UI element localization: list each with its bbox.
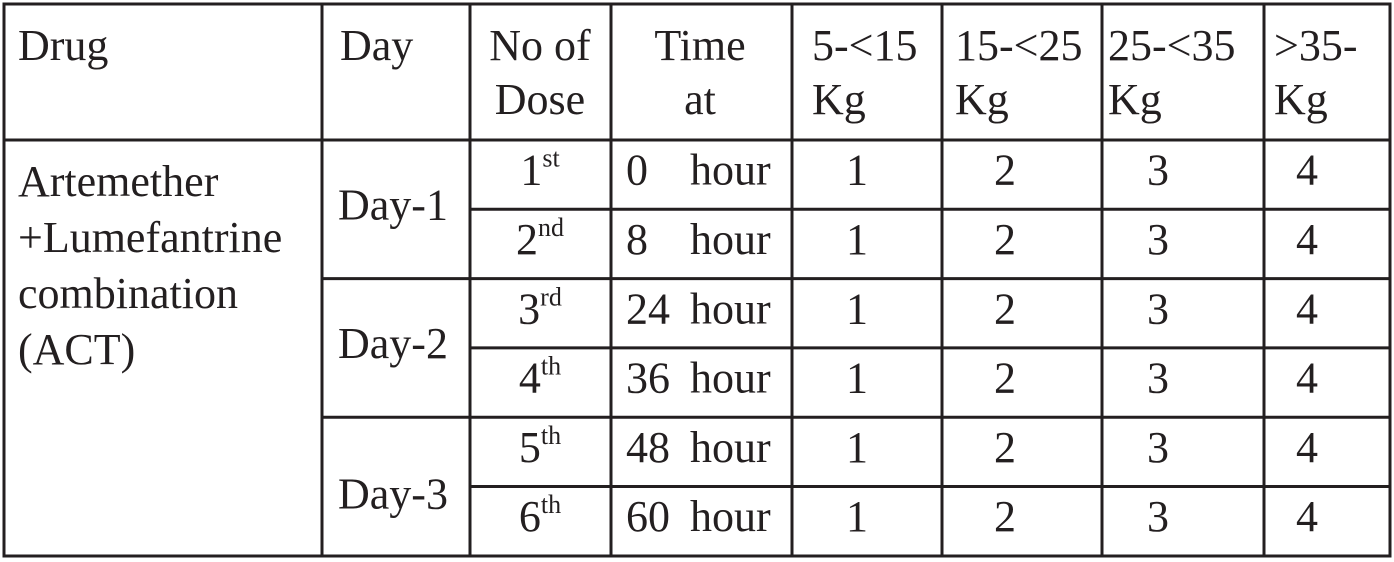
header-cell: Day xyxy=(340,21,413,70)
day-label: Day-2 xyxy=(338,319,448,368)
tablet-count: 4 xyxy=(1296,284,1318,333)
header-cell: 5-<15 xyxy=(812,21,917,70)
dose-number: 2 xyxy=(516,215,538,264)
tablet-count: 1 xyxy=(846,284,868,333)
time-value: 24 xyxy=(626,284,670,333)
tablet-count: 1 xyxy=(846,215,868,264)
tablet-count: 3 xyxy=(1147,284,1169,333)
header-cell: 15-<25 xyxy=(955,21,1082,70)
header-cell: >35- xyxy=(1274,21,1357,70)
tablet-count: 2 xyxy=(994,215,1016,264)
tablet-count: 2 xyxy=(994,284,1016,333)
time-value: 8 xyxy=(626,215,648,264)
dose-ordinal: 2nd xyxy=(516,213,564,264)
dose-suffix: nd xyxy=(538,213,564,242)
tablet-count: 2 xyxy=(994,423,1016,472)
dose-number: 6 xyxy=(519,492,541,541)
drug-name: +Lumefantrine xyxy=(18,213,282,262)
time-unit: hour xyxy=(690,284,771,333)
header-cell: at xyxy=(684,75,716,124)
tablet-count: 3 xyxy=(1147,215,1169,264)
tablet-count: 4 xyxy=(1296,146,1318,195)
dose-number: 1 xyxy=(520,146,542,195)
time-unit: hour xyxy=(690,354,771,403)
drug-name: Artemether xyxy=(18,157,219,206)
header-cell: Kg xyxy=(955,75,1009,124)
time-unit: hour xyxy=(690,146,771,195)
dose-ordinal: 5th xyxy=(519,421,561,472)
drug-name: combination xyxy=(18,269,238,318)
day-label: Day-3 xyxy=(338,470,448,519)
day-label: Day-1 xyxy=(338,180,448,229)
tablet-count: 3 xyxy=(1147,146,1169,195)
header-cell: Kg xyxy=(812,75,866,124)
tablet-count: 1 xyxy=(846,492,868,541)
time-value: 36 xyxy=(626,354,670,403)
tablet-count: 4 xyxy=(1296,215,1318,264)
tablet-count: 4 xyxy=(1296,423,1318,472)
drug-name: (ACT) xyxy=(18,325,135,374)
tablet-count: 3 xyxy=(1147,423,1169,472)
time-unit: hour xyxy=(690,215,771,264)
header-cell: Drug xyxy=(18,21,108,70)
dose-suffix: st xyxy=(542,144,560,173)
dose-suffix: rd xyxy=(540,282,562,311)
tablet-count: 3 xyxy=(1147,354,1169,403)
time-unit: hour xyxy=(690,492,771,541)
tablet-count: 1 xyxy=(846,146,868,195)
header-cell: 25-<35 xyxy=(1108,21,1235,70)
header-cell: No of xyxy=(489,21,591,70)
tablet-count: 3 xyxy=(1147,492,1169,541)
tablet-count: 4 xyxy=(1296,354,1318,403)
dose-suffix: th xyxy=(541,421,561,450)
tablet-count: 2 xyxy=(994,492,1016,541)
dose-ordinal: 1st xyxy=(520,144,560,195)
tablet-count: 2 xyxy=(994,146,1016,195)
dose-suffix: th xyxy=(541,490,561,519)
header-cell: Time xyxy=(654,21,745,70)
tablet-count: 1 xyxy=(846,354,868,403)
dose-number: 5 xyxy=(519,423,541,472)
dose-ordinal: 6th xyxy=(519,490,561,541)
time-unit: hour xyxy=(690,423,771,472)
header-cell: Dose xyxy=(495,75,585,124)
tablet-count: 4 xyxy=(1296,492,1318,541)
dose-number: 3 xyxy=(518,284,540,333)
header-cell: Kg xyxy=(1108,75,1162,124)
time-value: 48 xyxy=(626,423,670,472)
dose-ordinal: 3rd xyxy=(518,282,562,333)
time-value: 60 xyxy=(626,492,670,541)
time-value: 0 xyxy=(626,146,648,195)
header-cell: Kg xyxy=(1274,75,1328,124)
tablet-count: 1 xyxy=(846,423,868,472)
tablet-count: 2 xyxy=(994,354,1016,403)
dose-ordinal: 4th xyxy=(519,352,561,403)
dose-suffix: th xyxy=(541,352,561,381)
dose-number: 4 xyxy=(519,354,541,403)
